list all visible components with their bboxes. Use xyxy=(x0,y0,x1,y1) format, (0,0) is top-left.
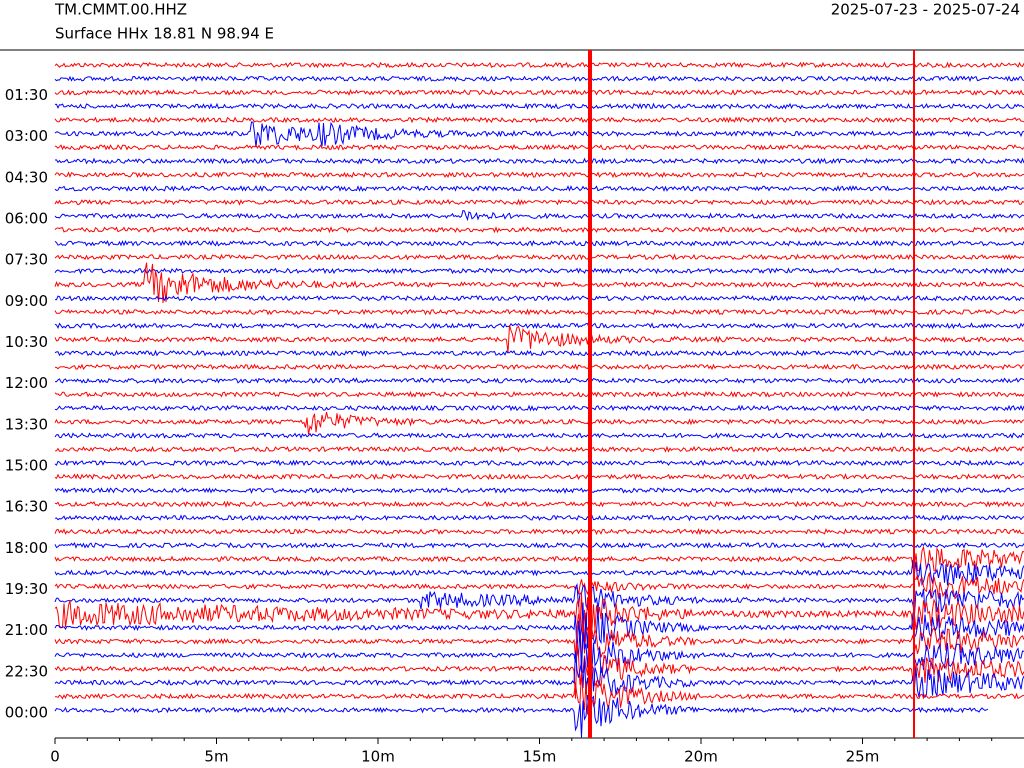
y-tick-label: 01:30 xyxy=(5,86,48,104)
trace xyxy=(54,363,1024,371)
x-tick-label: 0 xyxy=(50,748,60,766)
trace xyxy=(54,102,1024,110)
y-tick-label: 21:00 xyxy=(5,621,48,639)
traces xyxy=(54,50,1024,738)
trace xyxy=(54,651,1024,698)
trace xyxy=(54,267,1024,275)
trace xyxy=(54,185,1024,192)
trace xyxy=(54,209,1024,222)
trace xyxy=(54,613,1024,669)
y-tick-label: 12:00 xyxy=(5,374,48,392)
trace xyxy=(54,171,1024,179)
chart-subtitle: Surface HHx 18.81 N 98.94 E xyxy=(55,25,274,43)
trace xyxy=(54,459,1024,467)
y-tick-label: 06:00 xyxy=(5,209,48,227)
y-tick-label: 15:00 xyxy=(5,456,48,474)
trace xyxy=(54,157,1024,165)
y-tick-label: 09:00 xyxy=(5,292,48,310)
trace xyxy=(54,294,1024,302)
trace xyxy=(54,445,1024,453)
trace xyxy=(54,198,1024,206)
trace xyxy=(54,143,1024,151)
trace xyxy=(54,500,1024,508)
trace xyxy=(54,602,1024,653)
trace xyxy=(54,240,1024,247)
trace xyxy=(54,582,1024,615)
trace xyxy=(54,431,1024,439)
trace xyxy=(54,411,1024,435)
y-tick-label: 18:00 xyxy=(5,539,48,557)
trace xyxy=(54,324,1024,354)
trace xyxy=(54,116,1024,124)
trace xyxy=(54,559,1024,587)
trace xyxy=(54,541,1024,549)
trace xyxy=(54,390,1024,398)
trace xyxy=(54,226,1024,234)
trace xyxy=(54,308,1024,316)
trace xyxy=(54,253,1024,261)
y-tick-label: 03:00 xyxy=(5,127,48,145)
trace xyxy=(54,695,989,738)
x-tick-label: 10m xyxy=(361,748,395,766)
trace xyxy=(54,322,1024,330)
y-tick-label: 07:30 xyxy=(5,251,48,269)
x-tick-label: 25m xyxy=(846,748,880,766)
trace xyxy=(54,572,1024,600)
y-tick-label: 16:30 xyxy=(5,498,48,516)
trace xyxy=(54,592,1024,636)
trace xyxy=(54,473,1024,481)
trace xyxy=(54,629,1024,674)
x-tick-label: 15m xyxy=(523,748,557,766)
x-tick-label: 20m xyxy=(684,748,718,766)
trace xyxy=(54,377,1024,384)
trace xyxy=(54,528,1024,536)
trace xyxy=(54,487,1024,494)
date-range: 2025-07-23 - 2025-07-24 xyxy=(831,1,1020,19)
y-tick-label: 04:30 xyxy=(5,168,48,186)
y-tick-label: 13:30 xyxy=(5,415,48,433)
trace xyxy=(55,671,1024,715)
y-tick-label: 19:30 xyxy=(5,580,48,598)
x-tick-label: 5m xyxy=(204,748,228,766)
trace xyxy=(54,643,1024,699)
chart-title: TM.CMMT.00.HHZ xyxy=(54,1,187,19)
trace xyxy=(54,404,1024,412)
y-tick-label: 22:30 xyxy=(5,662,48,680)
trace xyxy=(54,88,1024,96)
trace xyxy=(54,61,1024,69)
trace xyxy=(54,349,1024,357)
trace xyxy=(54,262,1024,304)
y-tick-label: 10:30 xyxy=(5,333,48,351)
trace xyxy=(54,75,1024,83)
trace xyxy=(54,545,1024,572)
y-tick-label: 00:00 xyxy=(5,704,48,722)
trace xyxy=(54,121,1024,148)
trace xyxy=(54,514,1024,522)
